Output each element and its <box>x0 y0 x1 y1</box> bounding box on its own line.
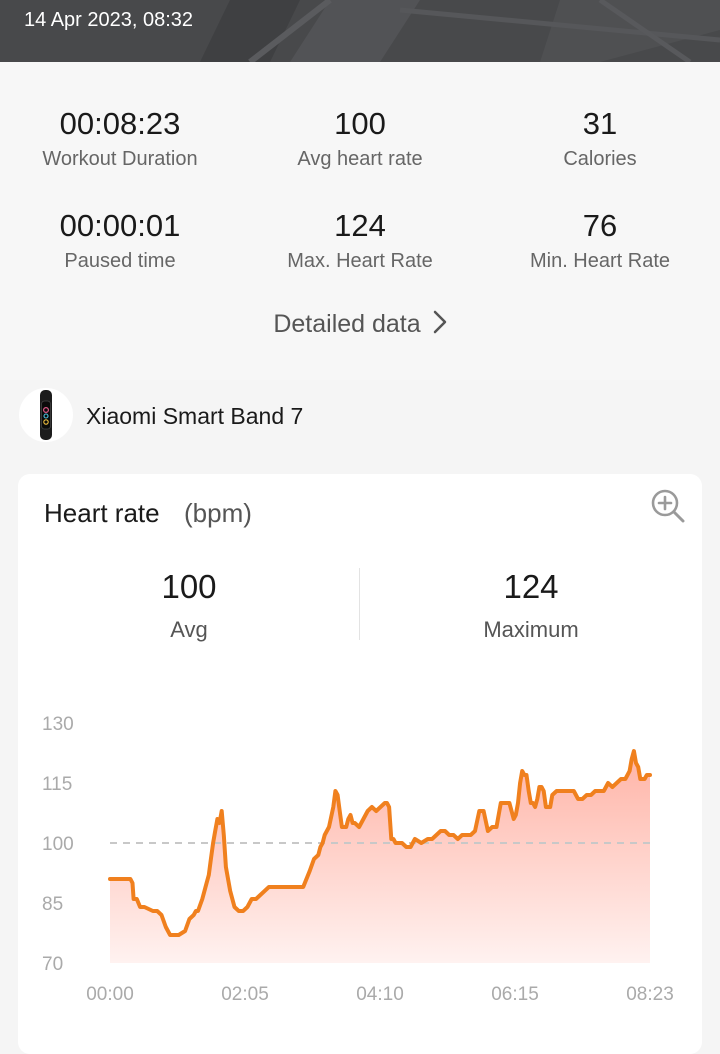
device-row[interactable]: Xiaomi Smart Band 7 <box>0 380 720 456</box>
stat-label: Workout Duration <box>42 148 198 170</box>
avg-value: 100 <box>161 568 217 605</box>
x-tick-label: 06:15 <box>491 984 539 1005</box>
stat-value: 124 <box>334 208 386 243</box>
y-tick-label: 130 <box>42 714 74 735</box>
stat-calories: 31 Calories <box>480 106 720 172</box>
stat-value: 76 <box>582 208 618 243</box>
stat-value: 00:00:01 <box>59 208 181 243</box>
stat-paused-time: 00:00:01 Paused time <box>0 208 240 274</box>
stat-min-heart-rate: 76 Min. Heart Rate <box>480 208 720 274</box>
x-tick-label: 04:10 <box>356 984 404 1005</box>
x-tick-label: 02:05 <box>221 984 269 1005</box>
heart-rate-chart[interactable]: 130 115 100 85 70 00:00 02:05 04:10 06:15 08:23 <box>0 0 720 1024</box>
y-tick-label: 100 <box>42 834 74 855</box>
detailed-data-link[interactable]: Detailed data <box>0 310 720 341</box>
stat-workout-duration: 00:08:23 Workout Duration <box>0 106 240 172</box>
chevron-right-icon <box>433 310 447 341</box>
heart-rate-unit: (bpm) <box>184 498 252 528</box>
smart-band-icon <box>19 388 73 442</box>
workout-stats: 00:08:23 Workout Duration 100 Avg heart … <box>0 62 720 380</box>
stat-value: 100 <box>334 106 386 141</box>
stat-label: Avg heart rate <box>297 148 423 170</box>
x-tick-label: 08:23 <box>626 984 674 1005</box>
stat-label: Paused time <box>64 250 176 272</box>
heart-rate-area <box>110 751 650 963</box>
detailed-data-label: Detailed data <box>273 310 421 339</box>
heart-rate-line <box>108 749 652 937</box>
y-tick-label: 70 <box>42 954 63 975</box>
stat-value: 00:08:23 <box>59 106 181 141</box>
zoom-in-icon[interactable] <box>650 488 686 524</box>
stat-value: 31 <box>582 106 618 141</box>
max-label: Maximum <box>483 617 579 642</box>
stat-label: Calories <box>563 148 637 170</box>
heart-rate-title: Heart rate <box>44 498 160 528</box>
map-header[interactable]: 14 Apr 2023, 08:32 <box>0 0 720 62</box>
stat-label: Max. Heart Rate <box>287 250 433 272</box>
stat-avg-heart-rate: 100 Avg heart rate <box>240 106 480 172</box>
workout-date: 14 Apr 2023, 08:32 <box>24 9 194 31</box>
stat-label: Min. Heart Rate <box>529 250 671 272</box>
y-tick-label: 115 <box>42 774 72 795</box>
avg-label: Avg <box>170 617 208 642</box>
y-tick-label: 85 <box>42 894 63 915</box>
map-background <box>0 0 720 62</box>
x-tick-label: 00:00 <box>86 984 134 1005</box>
device-name: Xiaomi Smart Band 7 <box>86 403 304 429</box>
max-value: 124 <box>503 568 559 605</box>
stat-max-heart-rate: 124 Max. Heart Rate <box>240 208 480 274</box>
summary-divider <box>359 568 360 640</box>
